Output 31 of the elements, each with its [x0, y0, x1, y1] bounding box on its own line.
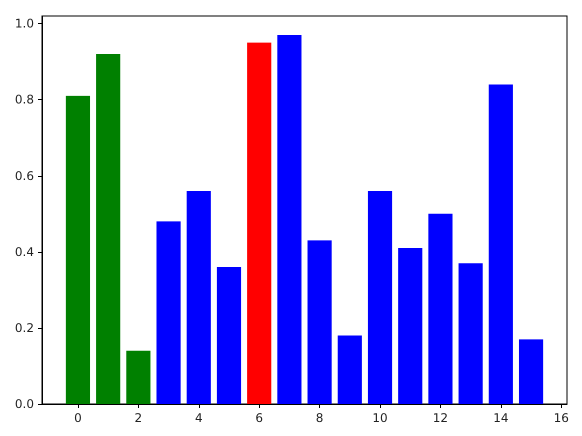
- x-tick-label: 8: [316, 411, 324, 425]
- bar: [247, 42, 272, 404]
- x-tick-label: 10: [372, 411, 388, 425]
- y-tick-label: 0.8: [14, 92, 34, 107]
- bar: [398, 248, 422, 404]
- x-tick-label: 12: [432, 411, 448, 425]
- bar: [488, 84, 513, 404]
- bar: [277, 35, 302, 404]
- bar: [338, 336, 362, 404]
- bar: [428, 214, 453, 404]
- bar: [156, 221, 181, 404]
- bar: [308, 240, 332, 404]
- bar: [368, 190, 392, 404]
- x-tick-label: 0: [74, 411, 82, 425]
- y-tick-label: 0.4: [14, 244, 34, 259]
- bar: [458, 263, 483, 404]
- x-tick-label: 2: [134, 411, 142, 425]
- bar: [126, 350, 150, 404]
- y-tick-label: 0.6: [14, 168, 34, 183]
- y-tick-label: 0.0: [14, 397, 34, 411]
- y-tick-label: 1.0: [14, 16, 34, 31]
- bar: [96, 54, 120, 404]
- x-tick-label: 14: [493, 411, 508, 425]
- x-tick-label: 4: [194, 411, 203, 425]
- bar: [66, 96, 90, 404]
- x-tick-label: 16: [554, 411, 569, 425]
- bar: [518, 339, 544, 404]
- bar: [216, 267, 242, 404]
- x-tick-label: 6: [255, 411, 264, 425]
- y-tick-label: 0.2: [14, 320, 34, 335]
- bar: [186, 190, 211, 404]
